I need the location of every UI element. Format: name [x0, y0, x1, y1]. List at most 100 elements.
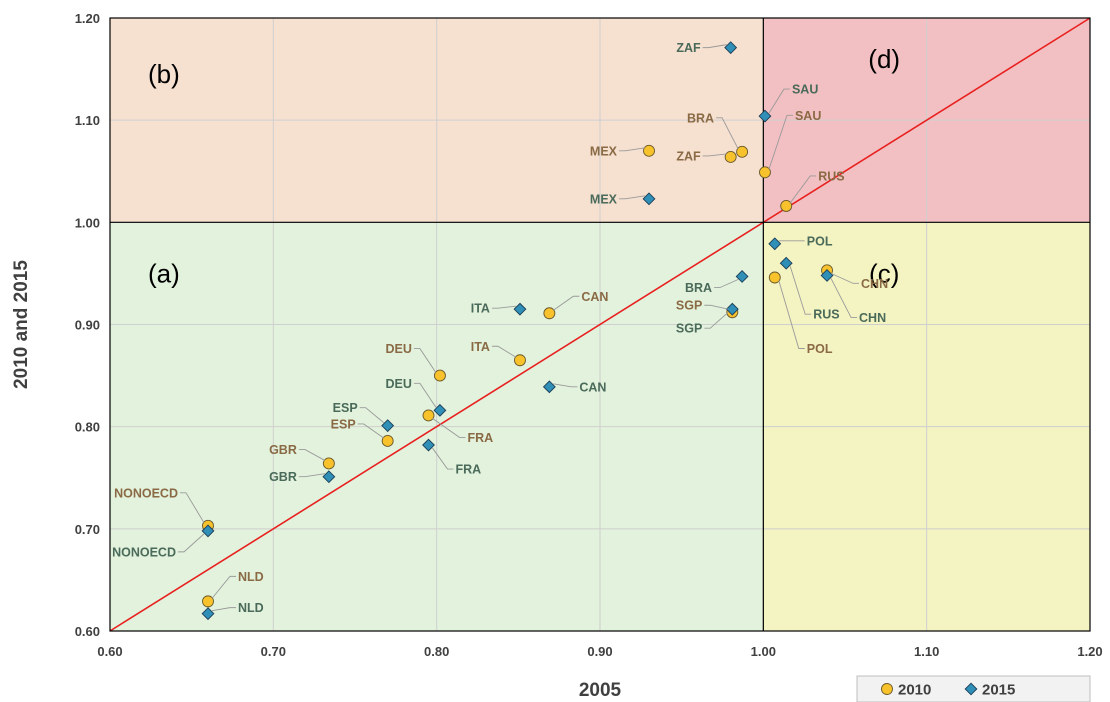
- point-label-2015-can: CAN: [579, 380, 606, 394]
- point-label-2015-mex: MEX: [590, 192, 618, 206]
- marker-2010-rus: [780, 200, 793, 212]
- marker-2015-rus: [779, 256, 793, 270]
- point-label-2015-fra: FRA: [456, 463, 482, 477]
- point-label-2010-fra: FRA: [468, 431, 494, 445]
- quadrant-label-b: (b): [148, 59, 180, 89]
- legend-label-2015: 2015: [982, 682, 1015, 699]
- x-tick-label: 1.10: [914, 644, 939, 659]
- leader-line: [178, 533, 205, 553]
- marker-2015-can: [542, 380, 556, 394]
- marker-2015-ita: [513, 302, 527, 316]
- marker-2015-nld: [201, 607, 215, 621]
- marker-2010-gbr: [322, 457, 335, 470]
- leader-line: [211, 607, 236, 612]
- point-label-2010-rus: RUS: [818, 169, 844, 183]
- marker-2015-deu: [433, 403, 447, 417]
- x-tick-label: 0.90: [587, 644, 612, 659]
- quadrant-label-c: (c): [869, 258, 899, 288]
- marker-2010-bra: [736, 145, 749, 158]
- point-label-2010-pol: POL: [807, 342, 833, 356]
- marker-2015-bra: [735, 270, 749, 283]
- leader-line: [714, 279, 739, 288]
- x-tick-label: 0.60: [97, 644, 122, 659]
- point-label-2010-ita: ITA: [471, 340, 490, 354]
- point-label-2015-ita: ITA: [471, 302, 490, 316]
- x-tick-label: 0.70: [261, 644, 286, 659]
- point-label-2015-rus: RUS: [813, 308, 839, 322]
- leader-line: [830, 278, 858, 318]
- marker-2015-esp: [381, 419, 395, 433]
- y-tick-label: 0.70: [75, 522, 100, 537]
- point-label-2010-nld: NLD: [238, 570, 264, 584]
- marker-2010-sau: [759, 166, 771, 179]
- leader-line: [491, 305, 517, 309]
- y-axis-title: 2010 and 2015: [11, 260, 32, 389]
- leader-line: [432, 447, 454, 470]
- x-axis-title: 2005: [579, 680, 622, 701]
- leader-line: [211, 575, 236, 599]
- legend-label-2010: 2010: [898, 682, 931, 699]
- marker-2015-mex: [642, 192, 656, 206]
- leader-line: [491, 345, 517, 358]
- legend-marker-2010: [881, 683, 893, 695]
- leader-line: [778, 280, 805, 349]
- point-label-2015-sau: SAU: [792, 83, 818, 97]
- point-label-2015-esp: ESP: [333, 401, 358, 415]
- leader-line: [553, 383, 578, 388]
- point-label-2015-chn: CHN: [859, 311, 886, 325]
- marker-2010-esp: [381, 435, 394, 447]
- point-label-2015-pol: POL: [807, 234, 833, 248]
- point-label-2010-sau: SAU: [795, 109, 821, 123]
- marker-2015-zaf: [724, 41, 738, 55]
- leader-line: [789, 175, 817, 204]
- point-label-2010-sgp: SGP: [676, 299, 702, 313]
- marker-2010-deu: [433, 369, 446, 382]
- point-label-2010-deu: DEU: [386, 342, 412, 356]
- marker-2010-ita: [514, 354, 526, 367]
- point-label-2010-bra: BRA: [687, 111, 714, 125]
- y-tick-label: 0.80: [75, 420, 100, 435]
- marker-2010-can: [543, 307, 556, 320]
- marker-2015-chn: [820, 269, 834, 282]
- leader-line: [413, 382, 437, 408]
- marker-2015-fra: [422, 438, 435, 452]
- y-tick-label: 1.00: [75, 215, 100, 230]
- marker-2015-gbr: [322, 470, 336, 484]
- point-label-2015-zaf: ZAF: [676, 41, 701, 55]
- leader-line: [180, 492, 205, 523]
- point-label-2015-nld: NLD: [238, 601, 264, 615]
- leader-line: [413, 348, 437, 373]
- marker-2010-nld: [202, 595, 214, 608]
- point-label-2015-nonoecd: NONOECD: [112, 545, 176, 559]
- point-label-2015-gbr: GBR: [269, 470, 297, 484]
- marker-2015-sau: [758, 109, 772, 123]
- leader-line: [553, 295, 580, 311]
- point-label-2015-deu: DEU: [386, 377, 412, 391]
- point-label-2010-zaf: ZAF: [676, 149, 701, 163]
- y-tick-label: 0.90: [75, 318, 100, 333]
- point-label-2010-mex: MEX: [590, 144, 618, 158]
- leader-line: [432, 418, 466, 438]
- legend-marker-2015: [964, 682, 978, 696]
- y-tick-label: 1.20: [75, 11, 100, 26]
- marker-2015-pol: [768, 237, 782, 251]
- point-label-2015-bra: BRA: [685, 281, 712, 295]
- point-label-2010-can: CAN: [581, 290, 608, 304]
- point-label-2010-chn: CHN: [861, 277, 888, 291]
- x-tick-label: 0.80: [424, 644, 449, 659]
- leader-line: [704, 311, 729, 329]
- leader-line: [716, 117, 739, 150]
- point-label-2015-sgp: SGP: [676, 322, 702, 336]
- leader-line: [830, 272, 860, 284]
- marker-2015-sgp: [725, 302, 739, 316]
- point-label-2010-nonoecd: NONOECD: [114, 486, 178, 500]
- leader-line: [702, 44, 727, 49]
- leader-line: [359, 407, 384, 423]
- leader-line: [768, 88, 790, 114]
- x-tick-label: 1.00: [751, 644, 776, 659]
- leader-line: [619, 147, 646, 152]
- marker-2010-fra: [422, 409, 435, 422]
- leader-line: [704, 304, 729, 310]
- point-label-2010-gbr: GBR: [269, 443, 297, 457]
